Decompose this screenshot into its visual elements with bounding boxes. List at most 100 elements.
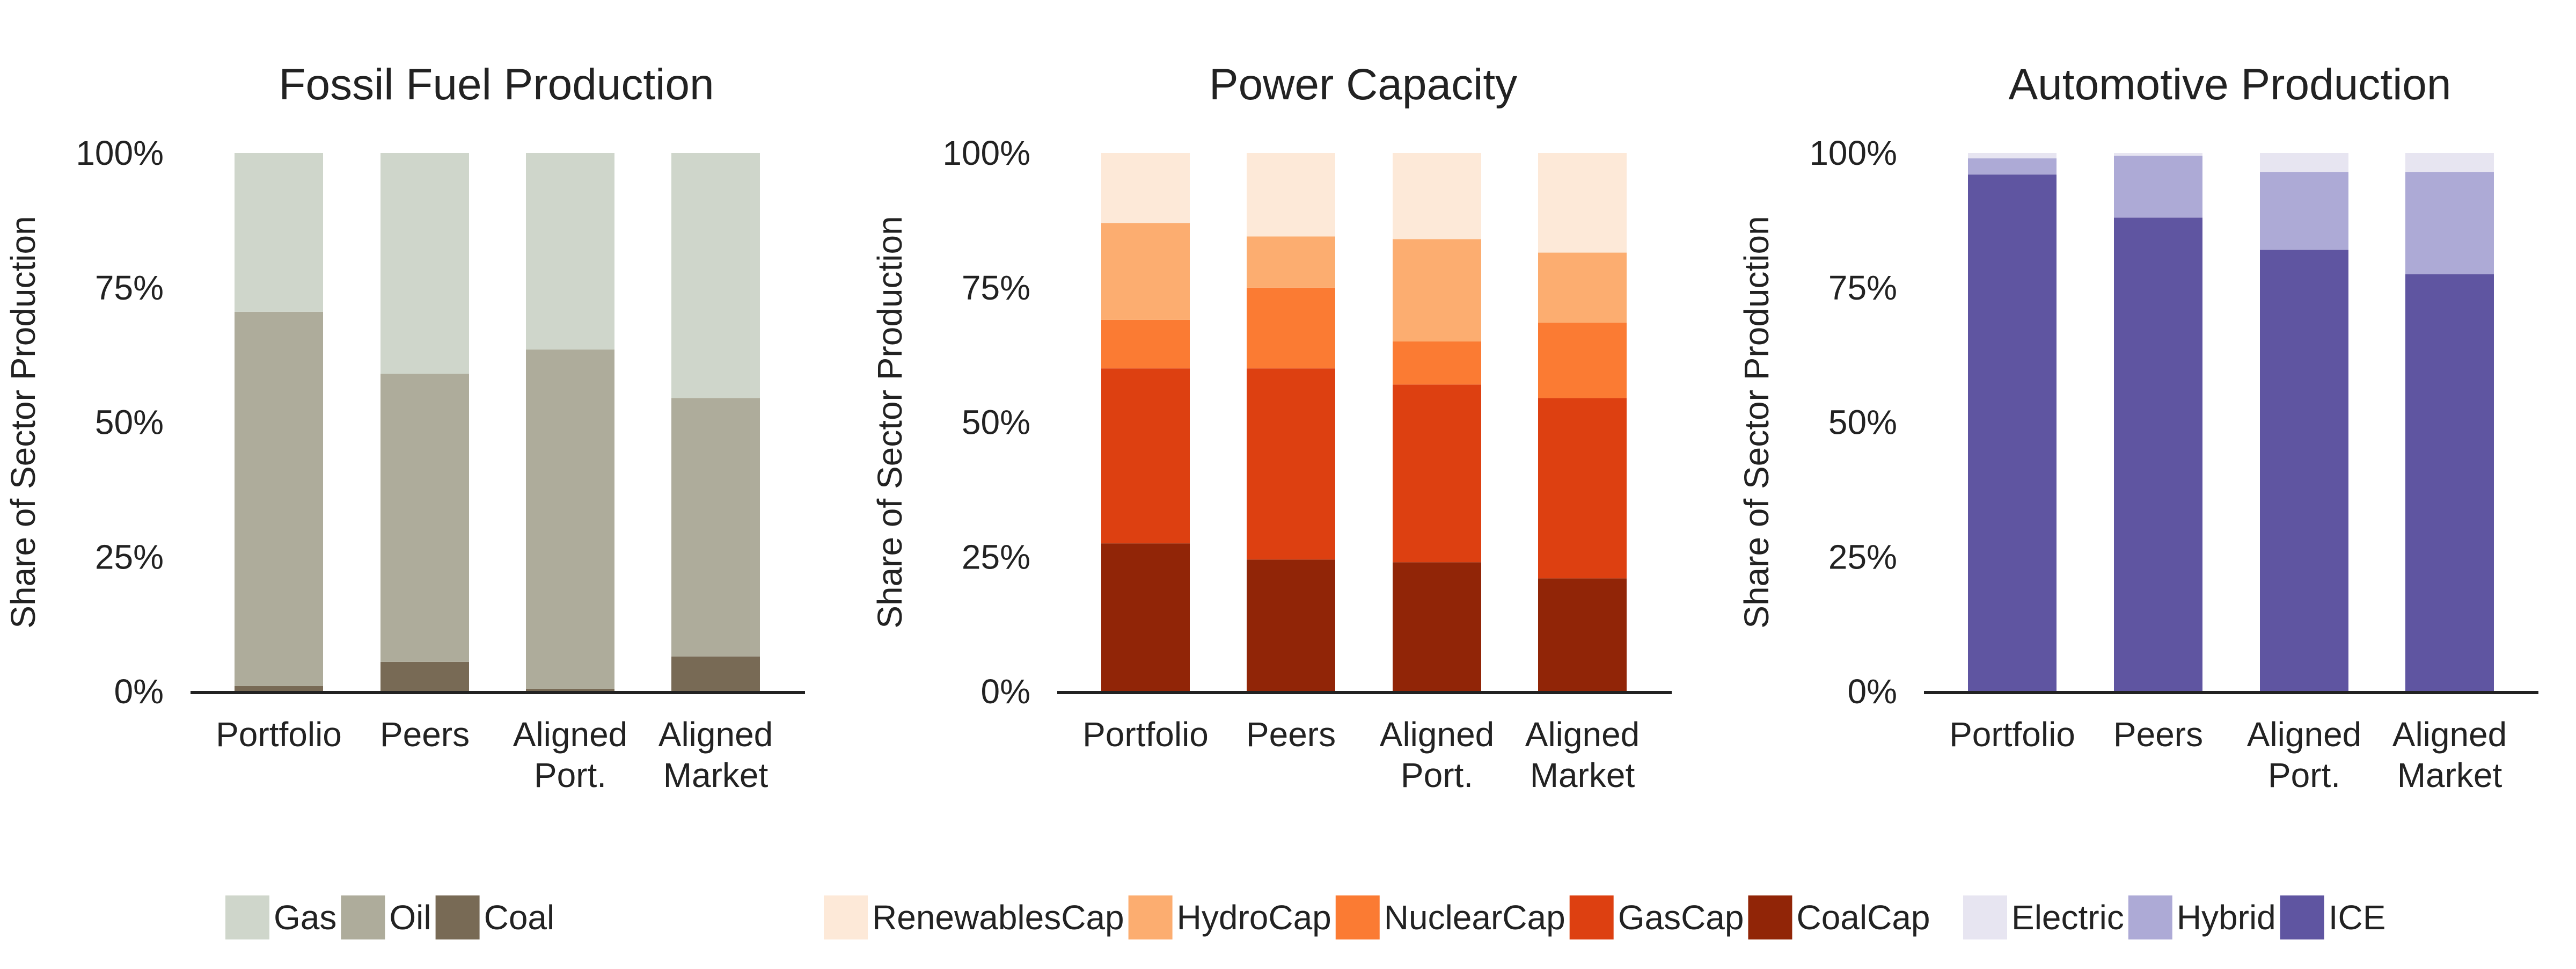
panel-2-y-tick-label: 75%: [962, 268, 1030, 307]
panel-1-bar-gas-peers: [380, 153, 469, 374]
panel-2-bar-renewablescap-aligned-market: [1538, 153, 1627, 253]
panel-1-bar-oil-peers: [380, 374, 469, 662]
panel-1-legend-label-gas: Gas: [274, 898, 336, 937]
panel-1-legend-swatch-gas: [225, 895, 269, 939]
panel-3-x-tick-label: Portfolio: [1949, 715, 2075, 754]
panel-1-x-tick-label: Aligned Market: [658, 715, 773, 795]
panel-2-legend-swatch-hydrocap: [1128, 895, 1173, 939]
panel-2-bar-renewablescap-aligned-port: [1393, 153, 1481, 239]
panel-2-bar-nuclearcap-peers: [1247, 287, 1335, 369]
panel-1-y-tick-label: 100%: [76, 134, 164, 172]
panel-2-bar-gascap-peers: [1247, 368, 1335, 560]
panel-2-legend-label-hydrocap: HydroCap: [1177, 898, 1331, 937]
panel-3-bar-electric-aligned-market: [2405, 153, 2494, 172]
panel-2-y-tick-label: 100%: [942, 134, 1030, 172]
panel-2-bar-coalcap-portfolio: [1101, 543, 1190, 691]
panel-1-title: Fossil Fuel Production: [279, 60, 714, 109]
panel-3-x-tick-label: Peers: [2113, 715, 2203, 754]
panel-1-bar-gas-portfolio: [235, 153, 323, 312]
panel-2-bar-nuclearcap-aligned-market: [1538, 322, 1627, 398]
panel-2-bar-gascap-portfolio: [1101, 368, 1190, 544]
panel-2-x-tick-label: Portfolio: [1082, 715, 1209, 754]
panel-3-y-axis-label: Share of Sector Production: [1737, 216, 1776, 628]
panel-3-bar-ice-portfolio: [1968, 174, 2057, 691]
panel-2-legend-label-nuclearcap: NuclearCap: [1384, 898, 1565, 937]
panel-2-legend-swatch-nuclearcap: [1335, 895, 1380, 939]
panel-3-y-tick-label: 0%: [1848, 672, 1898, 711]
panel-2-bar-coalcap-peers: [1247, 559, 1335, 691]
panel-3-bar-ice-peers: [2114, 217, 2202, 691]
panel-3-legend-label-hybrid: Hybrid: [2177, 898, 2276, 937]
panel-1-bar-oil-aligned-port: [526, 349, 614, 689]
panel-3-bar-hybrid-aligned-market: [2405, 172, 2494, 274]
panel-2-x-tick-label: Peers: [1246, 715, 1336, 754]
panel-2-bar-gascap-aligned-port: [1393, 384, 1481, 563]
panel-1-bar-coal-aligned-market: [671, 656, 760, 691]
panel-1-bar-oil-aligned-market: [671, 398, 760, 657]
panel-3-bar-ice-aligned-market: [2405, 274, 2494, 691]
panel-3-bar-ice-aligned-port: [2260, 250, 2348, 691]
panel-3-title: Automotive Production: [2008, 60, 2451, 109]
panel-3-legend-label-electric: Electric: [2011, 898, 2124, 937]
panel-1-y-tick-label: 25%: [95, 537, 164, 576]
panel-2-legend-swatch-renewablescap: [824, 895, 868, 939]
panel-1-legend-swatch-oil: [341, 895, 385, 939]
panel-2-bar-hydrocap-peers: [1247, 236, 1335, 288]
panel-2-legend-swatch-gascap: [1569, 895, 1614, 939]
panel-3-bar-electric-aligned-port: [2260, 153, 2348, 172]
panel-1-legend-swatch-coal: [435, 895, 480, 939]
panel-1-bar-coal-peers: [380, 661, 469, 691]
panel-2-bar-renewablescap-portfolio: [1101, 153, 1190, 223]
panel-1-bar-gas-aligned-port: [526, 153, 614, 350]
panel-3-legend-label-ice: ICE: [2329, 898, 2386, 937]
panel-1-x-tick-label: Portfolio: [216, 715, 342, 754]
panel-1-bar-coal-aligned-port: [526, 688, 614, 691]
panel-1-legend-label-oil: Oil: [389, 898, 431, 937]
panel-2-y-tick-label: 0%: [981, 672, 1031, 711]
panel-2-bar-hydrocap-aligned-port: [1393, 239, 1481, 342]
panel-3-y-tick-label: 50%: [1828, 403, 1897, 442]
panel-3-legend-swatch-ice: [2280, 895, 2324, 939]
panel-2-bar-coalcap-aligned-market: [1538, 578, 1627, 691]
panel-1-y-tick-label: 0%: [114, 672, 164, 711]
panel-2-bar-renewablescap-peers: [1247, 153, 1335, 237]
panel-3-bar-electric-portfolio: [1968, 153, 2057, 159]
panel-3-bar-hybrid-aligned-port: [2260, 172, 2348, 250]
panel-2-y-tick-label: 50%: [962, 403, 1030, 442]
panel-3-bar-hybrid-peers: [2114, 156, 2202, 218]
panel-1-bar-coal-portfolio: [235, 686, 323, 691]
panel-3-x-tick-label: Aligned Market: [2392, 715, 2507, 795]
panel-2-legend-label-gascap: GasCap: [1618, 898, 1744, 937]
panel-2-bar-gascap-aligned-market: [1538, 398, 1627, 579]
panel-2-bar-hydrocap-portfolio: [1101, 223, 1190, 320]
panel-3-y-tick-label: 25%: [1828, 537, 1897, 576]
panel-2-legend-swatch-coalcap: [1748, 895, 1792, 939]
panel-3-legend-swatch-hybrid: [2128, 895, 2172, 939]
panel-3-x-tick-label: Aligned Port.: [2247, 715, 2362, 795]
panel-3-bar-hybrid-portfolio: [1968, 158, 2057, 175]
panel-2-y-tick-label: 25%: [962, 537, 1030, 576]
panel-3-bar-electric-peers: [2114, 153, 2202, 156]
panel-2-title: Power Capacity: [1209, 60, 1517, 109]
panel-1-y-axis-label: Share of Sector Production: [4, 216, 42, 628]
panel-2-x-tick-label: Aligned Market: [1525, 715, 1640, 795]
panel-2-x-tick-label: Aligned Port.: [1380, 715, 1495, 795]
panel-1-x-tick-label: Aligned Port.: [513, 715, 628, 795]
panel-2-legend-label-coalcap: CoalCap: [1796, 898, 1930, 937]
panel-2-legend-label-renewablescap: RenewablesCap: [872, 898, 1124, 937]
panel-3-legend-swatch-electric: [1963, 895, 2007, 939]
panel-2-bar-hydrocap-aligned-market: [1538, 252, 1627, 323]
panel-2-bar-nuclearcap-portfolio: [1101, 319, 1190, 369]
panel-1-bar-gas-aligned-market: [671, 153, 760, 398]
panel-2-bar-coalcap-aligned-port: [1393, 562, 1481, 691]
panel-3-y-tick-label: 100%: [1809, 134, 1897, 172]
panel-1-x-tick-label: Peers: [380, 715, 470, 754]
panel-1-bar-oil-portfolio: [235, 311, 323, 686]
panel-3-y-tick-label: 75%: [1828, 268, 1897, 307]
panel-2-bar-nuclearcap-aligned-port: [1393, 341, 1481, 385]
panel-1-y-tick-label: 75%: [95, 268, 164, 307]
panel-1-y-tick-label: 50%: [95, 403, 164, 442]
panel-2-y-axis-label: Share of Sector Production: [870, 216, 909, 628]
